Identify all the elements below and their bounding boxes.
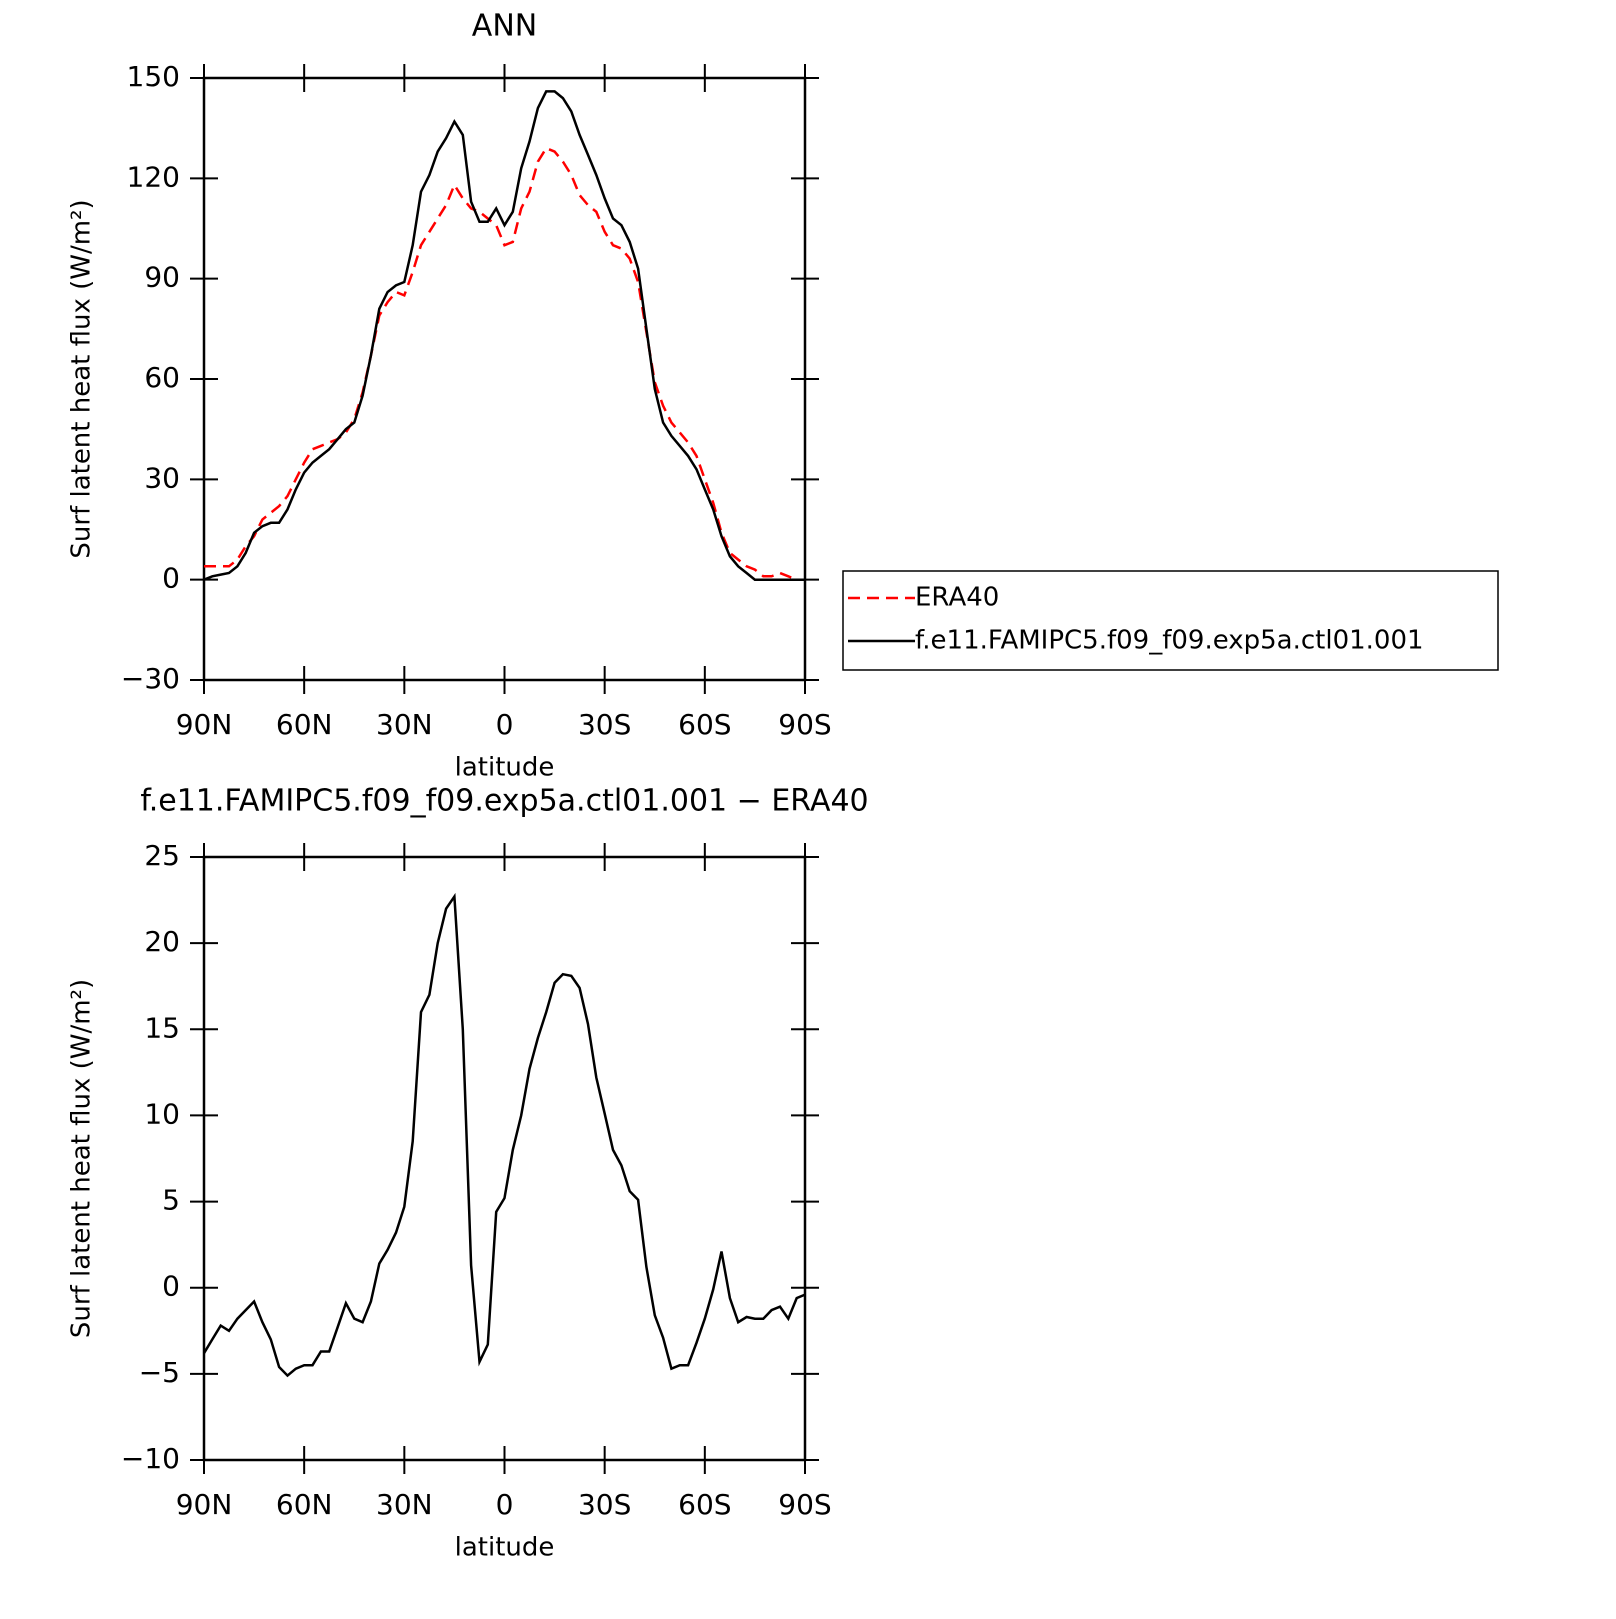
y-tick-label: −5 [139, 1356, 180, 1389]
legend-label: f.e11.FAMIPC5.f09_f09.exp5a.ctl01.001 [915, 626, 1424, 656]
x-tick-label: 60N [276, 708, 333, 741]
x-tick-label: 0 [496, 1488, 514, 1521]
y-tick-label: 10 [144, 1097, 180, 1130]
chart-title: ANN [472, 9, 537, 44]
x-tick-label: 30S [578, 708, 631, 741]
x-tick-label: 60S [678, 1488, 731, 1521]
y-tick-label: 30 [144, 461, 180, 494]
x-tick-label: 90S [778, 708, 831, 741]
x-tick-label: 90N [176, 1488, 233, 1521]
y-tick-label: 0 [162, 562, 180, 595]
y-tick-label: 20 [144, 925, 180, 958]
y-tick-label: 15 [144, 1011, 180, 1044]
y-tick-label: 25 [144, 839, 180, 872]
x-tick-label: 60N [276, 1488, 333, 1521]
x-tick-label: 30N [376, 1488, 433, 1521]
data-line [202, 892, 806, 1378]
y-axis-label: Surf latent heat flux (W/m²) [67, 979, 97, 1338]
y-tick-label: 90 [144, 261, 180, 294]
x-tick-label: 60S [678, 708, 731, 741]
legend-box [842, 570, 1499, 671]
x-tick-label: 90N [176, 708, 233, 741]
plot-frame [202, 855, 807, 1462]
x-tick-label: 30S [578, 1488, 631, 1521]
y-tick-label: 5 [162, 1184, 180, 1217]
y-tick-label: −10 [121, 1442, 180, 1475]
y-tick-label: 120 [127, 160, 180, 193]
y-tick-label: −30 [121, 662, 180, 695]
x-axis-label: latitude [455, 1533, 555, 1563]
x-tick-label: 0 [496, 708, 514, 741]
plot-frame [202, 76, 807, 682]
chart-title: f.e11.FAMIPC5.f09_f09.exp5a.ctl01.001 − … [140, 784, 868, 819]
y-tick-label: 60 [144, 361, 180, 394]
data-line [203, 90, 805, 581]
data-line [204, 146, 805, 581]
y-tick-label: 0 [162, 1270, 180, 1303]
y-tick-label: 150 [127, 60, 180, 93]
legend-label: ERA40 [915, 583, 999, 613]
x-axis-label: latitude [455, 753, 555, 783]
x-tick-label: 90S [778, 1488, 831, 1521]
x-tick-label: 30N [376, 708, 433, 741]
y-axis-label: Surf latent heat flux (W/m²) [67, 199, 97, 558]
